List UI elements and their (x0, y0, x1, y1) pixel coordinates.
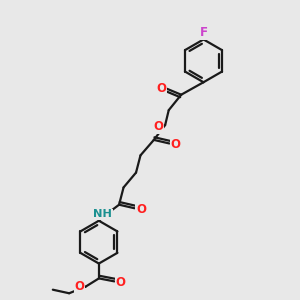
Text: O: O (154, 120, 164, 133)
Text: O: O (116, 276, 126, 289)
Text: O: O (75, 280, 85, 292)
Text: F: F (200, 26, 208, 39)
Text: O: O (171, 138, 181, 151)
Text: O: O (136, 203, 146, 216)
Text: O: O (157, 82, 166, 95)
Text: NH: NH (93, 209, 112, 219)
